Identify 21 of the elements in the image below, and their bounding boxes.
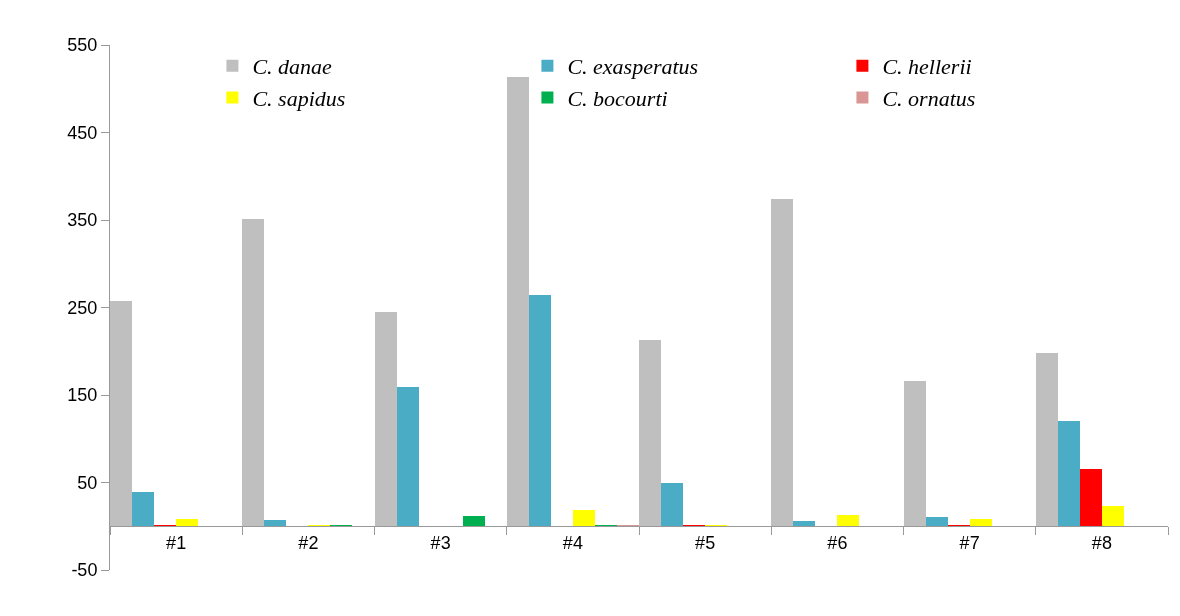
x-tick-label: #1	[166, 532, 187, 553]
x-tick-label: #6	[827, 532, 848, 553]
y-tick-label: 150	[67, 385, 98, 406]
x-tick-label: #8	[1091, 532, 1112, 553]
legend-label: C. sapidus	[252, 85, 346, 111]
x-tick-label: #2	[298, 532, 319, 553]
y-tick-label: 250	[67, 297, 98, 318]
y-tick-label: 550	[67, 35, 98, 56]
legend-label: C. bocourti	[567, 85, 668, 111]
legend-label: C. hellerii	[882, 54, 972, 80]
x-tick-label: #7	[959, 532, 980, 553]
y-tick-label: 50	[77, 472, 98, 493]
y-tick-label: 450	[67, 122, 98, 143]
x-tick-label: #3	[430, 532, 451, 553]
y-tick-label: 350	[67, 210, 98, 231]
x-tick-label: #4	[562, 532, 583, 553]
legend-label: C. exasperatus	[567, 54, 699, 80]
x-tick-label: #5	[695, 532, 716, 553]
legend-label: C. danae	[252, 54, 333, 80]
legend-label: C. ornatus	[882, 85, 976, 111]
y-tick-label: -50	[71, 560, 98, 581]
